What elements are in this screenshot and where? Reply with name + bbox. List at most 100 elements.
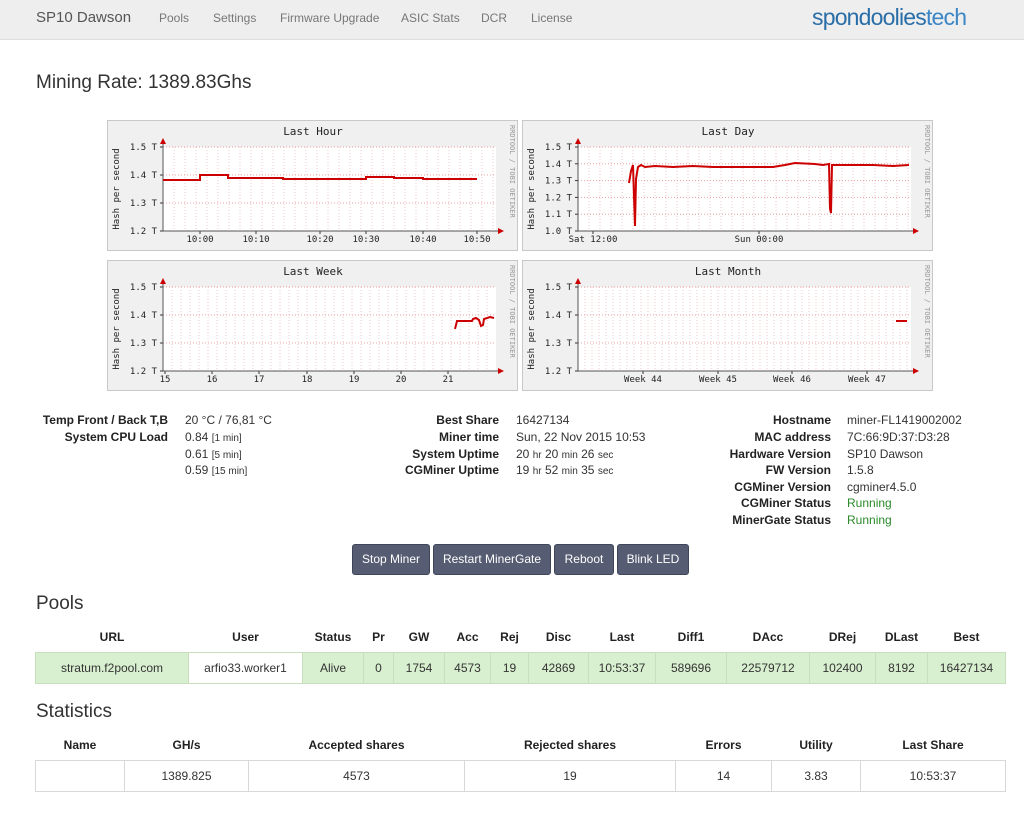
cpu-load-5min: 0.61 [5 min] (185, 447, 242, 461)
x-tick-label: Week 44 (624, 375, 662, 385)
x-tick-label: 20 (396, 375, 407, 385)
col-last[interactable]: Last (609, 629, 635, 644)
stat-accepted: 4573 (248, 759, 465, 792)
nav-license[interactable]: License (531, 11, 573, 25)
x-tick-label: 18 (302, 375, 313, 385)
col-user[interactable]: User (232, 629, 259, 644)
nav-asic-stats[interactable]: ASIC Stats (401, 11, 460, 25)
col-dlast[interactable]: DLast (884, 629, 919, 644)
col-status[interactable]: Status (314, 629, 352, 644)
company-logo: spondooliestech (812, 4, 967, 30)
stat-name (35, 759, 125, 792)
pool-status: Alive (302, 651, 364, 684)
x-axis-arrow (913, 368, 919, 374)
pools-header-row: URL User Status Pr GW Acc Rej Disc Last … (36, 622, 1006, 652)
chart-last-month: 1.5 T 1.4 T 1.3 T 1.2 T Week 44 Week 45 Week 4… (522, 260, 933, 391)
nav-firmware-upgrade[interactable]: Firmware Upgrade (280, 11, 380, 25)
y-tick-label: 1.2 T (130, 227, 158, 237)
pools-heading: Pools (36, 593, 84, 614)
temp-label: Temp Front / Back T,B (42, 413, 168, 427)
chart-last-day: 1.5 T 1.4 T 1.3 T 1.2 T 1.1 T 1.0 T Sat 12:00 S… (522, 120, 933, 251)
y-axis-arrow (575, 138, 581, 144)
fw-version-value: 1.5.8 (847, 463, 874, 477)
nav-settings[interactable]: Settings (213, 11, 257, 25)
chart-last-week: 1.5 T 1.4 T 1.3 T 1.2 T 15 16 17 18 19 20 21 Last W… (107, 260, 518, 391)
col-disc[interactable]: Disc (545, 629, 572, 644)
miner-time-label: Miner time (438, 430, 499, 444)
minergate-status-label: MinerGate Status (732, 513, 831, 527)
pool-gw: 1754 (393, 651, 445, 684)
y-tick-label: 1.5 T (545, 143, 573, 153)
pool-url: stratum.f2pool.com (35, 651, 189, 684)
y-axis-arrow (160, 138, 166, 144)
col-pr[interactable]: Pr (372, 629, 385, 644)
col-utility[interactable]: Utility (799, 737, 833, 752)
best-share-label: Best Share (436, 413, 499, 427)
y-axis-label: Hash per second (527, 288, 537, 369)
pool-diff1: 589696 (655, 651, 727, 684)
plot-area (578, 287, 911, 371)
x-axis-arrow (498, 228, 504, 234)
col-rej[interactable]: Rej (500, 629, 519, 644)
col-last-share[interactable]: Last Share (902, 737, 964, 752)
brand-link[interactable]: SP10 Dawson (36, 9, 132, 26)
y-tick-label: 1.5 T (545, 283, 573, 293)
x-axis-arrow (913, 228, 919, 234)
pool-pr: 0 (363, 651, 394, 684)
hardware-version-label: Hardware Version (729, 447, 831, 461)
statistics-heading: Statistics (36, 701, 113, 722)
pool-best: 16427134 (927, 651, 1006, 684)
col-name[interactable]: Name (63, 737, 97, 752)
col-best[interactable]: Best (953, 629, 980, 644)
rrdtool-credit: RRDTOOL / TOBI OETIKER (923, 125, 931, 219)
y-axis-label: Hash per second (527, 148, 537, 229)
nav-dcr[interactable]: DCR (481, 11, 507, 25)
pool-disc: 42869 (528, 651, 589, 684)
x-tick-label: 10:00 (186, 235, 213, 245)
blink-led-button[interactable]: Blink LED (617, 544, 689, 575)
col-rejected-shares[interactable]: Rejected shares (523, 737, 617, 752)
cgminer-uptime-value: 19 hr 52 min 35 sec (516, 463, 614, 477)
x-tick-label: 21 (443, 375, 454, 385)
col-diff1[interactable]: Diff1 (677, 629, 705, 644)
table-row[interactable]: 1389.825 4573 19 14 3.83 10:53:37 (35, 759, 1006, 792)
cgminer-version-label: CGMiner Version (734, 480, 831, 494)
y-axis-label: Hash per second (112, 148, 122, 229)
statistics-table: Name GH/s Accepted shares Rejected share… (35, 730, 1006, 792)
hashrate-series-line (454, 315, 495, 330)
minergate-status-value: Running (847, 513, 892, 527)
x-tick-label: 10:10 (242, 235, 269, 245)
y-tick-label: 1.4 T (130, 171, 158, 181)
col-gw[interactable]: GW (408, 629, 430, 644)
col-errors[interactable]: Errors (705, 737, 742, 752)
y-tick-label: 1.3 T (130, 199, 158, 209)
reboot-button[interactable]: Reboot (554, 544, 614, 575)
x-tick-label: Sun 00:00 (735, 235, 784, 245)
col-acc[interactable]: Acc (456, 629, 479, 644)
pool-drej: 102400 (809, 651, 876, 684)
stat-utility: 3.83 (771, 759, 861, 792)
rrdtool-credit: RRDTOOL / TOBI OETIKER (508, 125, 516, 219)
col-ghs[interactable]: GH/s (172, 737, 201, 752)
stat-rejected: 19 (464, 759, 676, 792)
y-tick-label: 1.0 T (545, 227, 573, 237)
hardware-version-value: SP10 Dawson (847, 447, 924, 461)
col-url[interactable]: URL (99, 629, 125, 644)
cgminer-version-value: cgminer4.5.0 (847, 480, 917, 494)
y-tick-label: 1.3 T (545, 177, 573, 187)
y-tick-label: 1.2 T (130, 367, 158, 377)
stop-miner-button[interactable]: Stop Miner (352, 544, 430, 575)
restart-minergate-button[interactable]: Restart MinerGate (433, 544, 551, 575)
pool-user: arfio33.worker1 (188, 651, 303, 684)
table-row[interactable]: stratum.f2pool.com arfio33.worker1 Alive… (35, 651, 1006, 684)
col-drej[interactable]: DRej (828, 629, 857, 644)
x-tick-label: 17 (254, 375, 265, 385)
nav-pools[interactable]: Pools (159, 11, 190, 25)
x-tick-label: 10:20 (306, 235, 333, 245)
chart-last-month-svg: 1.5 T 1.4 T 1.3 T 1.2 T Week 44 Week 45 Week 4… (527, 265, 931, 385)
y-axis-label: Hash per second (112, 288, 122, 369)
col-accepted-shares[interactable]: Accepted shares (308, 737, 405, 752)
chart-last-hour-svg: 1.5 T 1.4 T 1.3 T 1.2 T 10:00 10:10 10:20 10:30… (112, 125, 516, 245)
col-dacc[interactable]: DAcc (752, 629, 784, 644)
